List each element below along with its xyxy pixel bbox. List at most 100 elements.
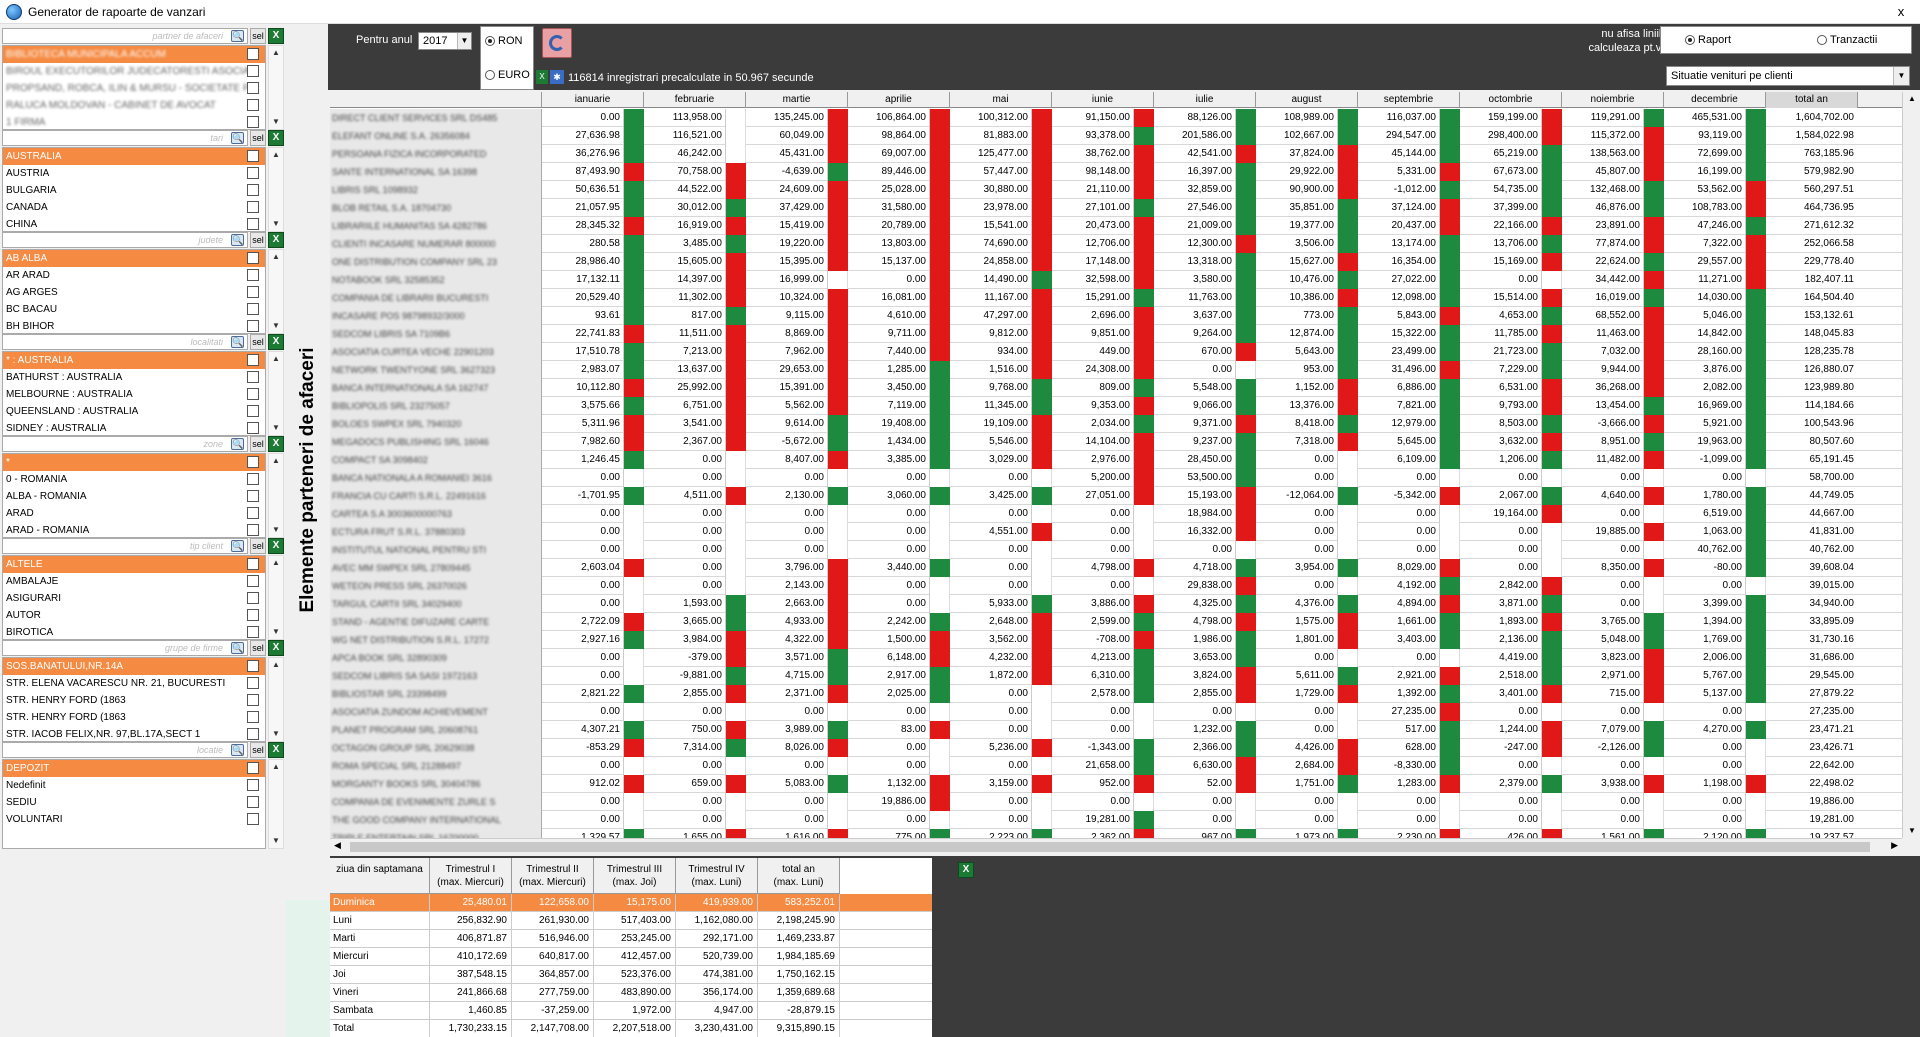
- checkbox[interactable]: [247, 48, 259, 60]
- month-value-cell[interactable]: 54,735.00: [1460, 181, 1542, 199]
- checkbox[interactable]: [247, 252, 259, 264]
- search-icon[interactable]: 🔍: [231, 540, 244, 552]
- client-name-cell[interactable]: PLANET PROGRAM SRL 20608761: [330, 721, 542, 739]
- table-row[interactable]: COMPANIA DE EVENIMENTE ZURLE S 0.00 0.00 0.…: [330, 793, 1902, 811]
- month-value-cell[interactable]: 15,395.00: [746, 253, 828, 271]
- excel-icon[interactable]: X: [268, 232, 284, 248]
- month-value-cell[interactable]: 7,962.00: [746, 343, 828, 361]
- month-value-cell[interactable]: 69,007.00: [848, 145, 930, 163]
- table-row[interactable]: BANCA NATIONALA A ROMANIEI 3616 0.00 0.00 0…: [330, 469, 1902, 487]
- month-value-cell[interactable]: 934.00: [950, 343, 1032, 361]
- table-row[interactable]: LIBRIS SRL 1098932 50,636.51 44,522.00 24,6…: [330, 181, 1902, 199]
- month-value-cell[interactable]: 5,767.00: [1664, 667, 1746, 685]
- month-value-cell[interactable]: 7,821.00: [1358, 397, 1440, 415]
- month-value-cell[interactable]: 0.00: [1664, 469, 1746, 487]
- month-value-cell[interactable]: -8,330.00: [1358, 757, 1440, 775]
- month-value-cell[interactable]: 9,944.00: [1562, 361, 1644, 379]
- month-value-cell[interactable]: 4,232.00: [950, 649, 1032, 667]
- scroll-down-icon[interactable]: ▼: [272, 836, 280, 845]
- month-value-cell[interactable]: 4,213.00: [1052, 649, 1134, 667]
- month-value-cell[interactable]: 100,312.00: [950, 109, 1032, 127]
- month-value-cell[interactable]: 3,562.00: [950, 631, 1032, 649]
- month-value-cell[interactable]: 298,400.00: [1460, 127, 1542, 145]
- grid-header-month[interactable]: noiembrie: [1562, 92, 1664, 108]
- scroll-down-icon[interactable]: ▼: [272, 219, 280, 228]
- select-all-button[interactable]: sel: [250, 436, 266, 452]
- month-value-cell[interactable]: 37,824.00: [1256, 145, 1338, 163]
- month-value-cell[interactable]: 5,933.00: [950, 595, 1032, 613]
- list-item[interactable]: ARAD: [3, 505, 265, 522]
- client-name-cell[interactable]: NETWORK TWENTYONE SRL 3627323: [330, 361, 542, 379]
- month-value-cell[interactable]: -1,701.95: [542, 487, 624, 505]
- month-value-cell[interactable]: 2,130.00: [746, 487, 828, 505]
- month-value-cell[interactable]: 0.00: [644, 541, 726, 559]
- month-value-cell[interactable]: 13,318.00: [1154, 253, 1236, 271]
- month-value-cell[interactable]: 1,244.00: [1460, 721, 1542, 739]
- month-value-cell[interactable]: 4,715.00: [746, 667, 828, 685]
- table-row[interactable]: BANCA INTERNATIONALA SA 162747 10,112.80 2…: [330, 379, 1902, 397]
- month-value-cell[interactable]: 0.00: [1562, 595, 1644, 613]
- month-value-cell[interactable]: -5,672.00: [746, 433, 828, 451]
- month-value-cell[interactable]: 2,025.00: [848, 685, 930, 703]
- month-value-cell[interactable]: 98,864.00: [848, 127, 930, 145]
- scroll-thumb[interactable]: [350, 842, 1870, 852]
- month-value-cell[interactable]: 5,546.00: [950, 433, 1032, 451]
- month-value-cell[interactable]: 0.00: [644, 703, 726, 721]
- month-value-cell[interactable]: 15,291.00: [1052, 289, 1134, 307]
- month-value-cell[interactable]: 0.00: [1460, 469, 1542, 487]
- scroll-left-icon[interactable]: ◀: [334, 840, 341, 850]
- checkbox[interactable]: [247, 677, 259, 689]
- month-value-cell[interactable]: 90,900.00: [1256, 181, 1338, 199]
- scroll-up-icon[interactable]: ▲: [272, 558, 280, 567]
- month-value-cell[interactable]: 952.00: [1052, 775, 1134, 793]
- summary-row[interactable]: Vineri 241,866.68 277,759.00 483,890.00 356,…: [330, 984, 932, 1002]
- month-value-cell[interactable]: 119,291.00: [1562, 109, 1644, 127]
- month-value-cell[interactable]: 3,580.00: [1154, 271, 1236, 289]
- checkbox[interactable]: [247, 524, 259, 536]
- month-value-cell[interactable]: 0.00: [1664, 739, 1746, 757]
- total-value-cell[interactable]: 182,407.11: [1804, 274, 1854, 285]
- month-value-cell[interactable]: 2,821.22: [542, 685, 624, 703]
- table-row[interactable]: SEDCOM LIBRIS SA SASI 1972163 0.00 -9,881.…: [330, 667, 1902, 685]
- month-value-cell[interactable]: 0.00: [542, 541, 624, 559]
- list-item[interactable]: * : AUSTRALIA: [3, 352, 265, 369]
- month-value-cell[interactable]: 36,276.96: [542, 145, 624, 163]
- month-value-cell[interactable]: 0.00: [848, 505, 930, 523]
- month-value-cell[interactable]: 3,632.00: [1460, 433, 1542, 451]
- grid-header-month[interactable]: septembrie: [1358, 92, 1460, 108]
- checkbox[interactable]: [247, 303, 259, 315]
- client-name-cell[interactable]: WG NET DISTRIBUTION S.R.L. 17272: [330, 631, 542, 649]
- month-value-cell[interactable]: 4,894.00: [1358, 595, 1440, 613]
- total-value-cell[interactable]: 229,778.40: [1803, 256, 1854, 267]
- month-value-cell[interactable]: 20,437.00: [1358, 217, 1440, 235]
- month-value-cell[interactable]: 3,823.00: [1562, 649, 1644, 667]
- summary-row[interactable]: Miercuri 410,172.69 640,817.00 412,457.00 52…: [330, 948, 932, 966]
- month-value-cell[interactable]: 21,009.00: [1154, 217, 1236, 235]
- checkbox[interactable]: [247, 320, 259, 332]
- month-value-cell[interactable]: 1,655.00: [644, 829, 726, 838]
- client-name-cell[interactable]: DIRECT CLIENT SERVICES SRL DS485: [330, 109, 542, 127]
- month-value-cell[interactable]: 0.00: [542, 577, 624, 595]
- checkbox[interactable]: [247, 354, 259, 366]
- month-value-cell[interactable]: 9,353.00: [1052, 397, 1134, 415]
- month-value-cell[interactable]: 5,311.96: [542, 415, 624, 433]
- list-item[interactable]: STR. ELENA VACARESCU NR. 21, BUCURESTI: [3, 675, 265, 692]
- filter-search-input[interactable]: locatie 🔍: [2, 742, 248, 758]
- month-value-cell[interactable]: 2,599.00: [1052, 613, 1134, 631]
- month-value-cell[interactable]: 0.00: [848, 739, 930, 757]
- checkbox[interactable]: [247, 660, 259, 672]
- list-item[interactable]: Nedefinit: [3, 777, 265, 794]
- month-value-cell[interactable]: 0.00: [1562, 469, 1644, 487]
- month-value-cell[interactable]: 0.00: [644, 757, 726, 775]
- month-value-cell[interactable]: 68,552.00: [1562, 307, 1644, 325]
- month-value-cell[interactable]: 0.00: [1052, 505, 1134, 523]
- month-value-cell[interactable]: 9,851.00: [1052, 325, 1134, 343]
- checkbox[interactable]: [247, 558, 259, 570]
- filter-search-input[interactable]: localitati 🔍: [2, 334, 248, 350]
- filter-search-input[interactable]: zone 🔍: [2, 436, 248, 452]
- month-value-cell[interactable]: 113,958.00: [644, 109, 726, 127]
- month-value-cell[interactable]: 4,376.00: [1256, 595, 1338, 613]
- month-value-cell[interactable]: 0.00: [746, 793, 828, 811]
- month-value-cell[interactable]: 5,200.00: [1052, 469, 1134, 487]
- month-value-cell[interactable]: 2,242.00: [848, 613, 930, 631]
